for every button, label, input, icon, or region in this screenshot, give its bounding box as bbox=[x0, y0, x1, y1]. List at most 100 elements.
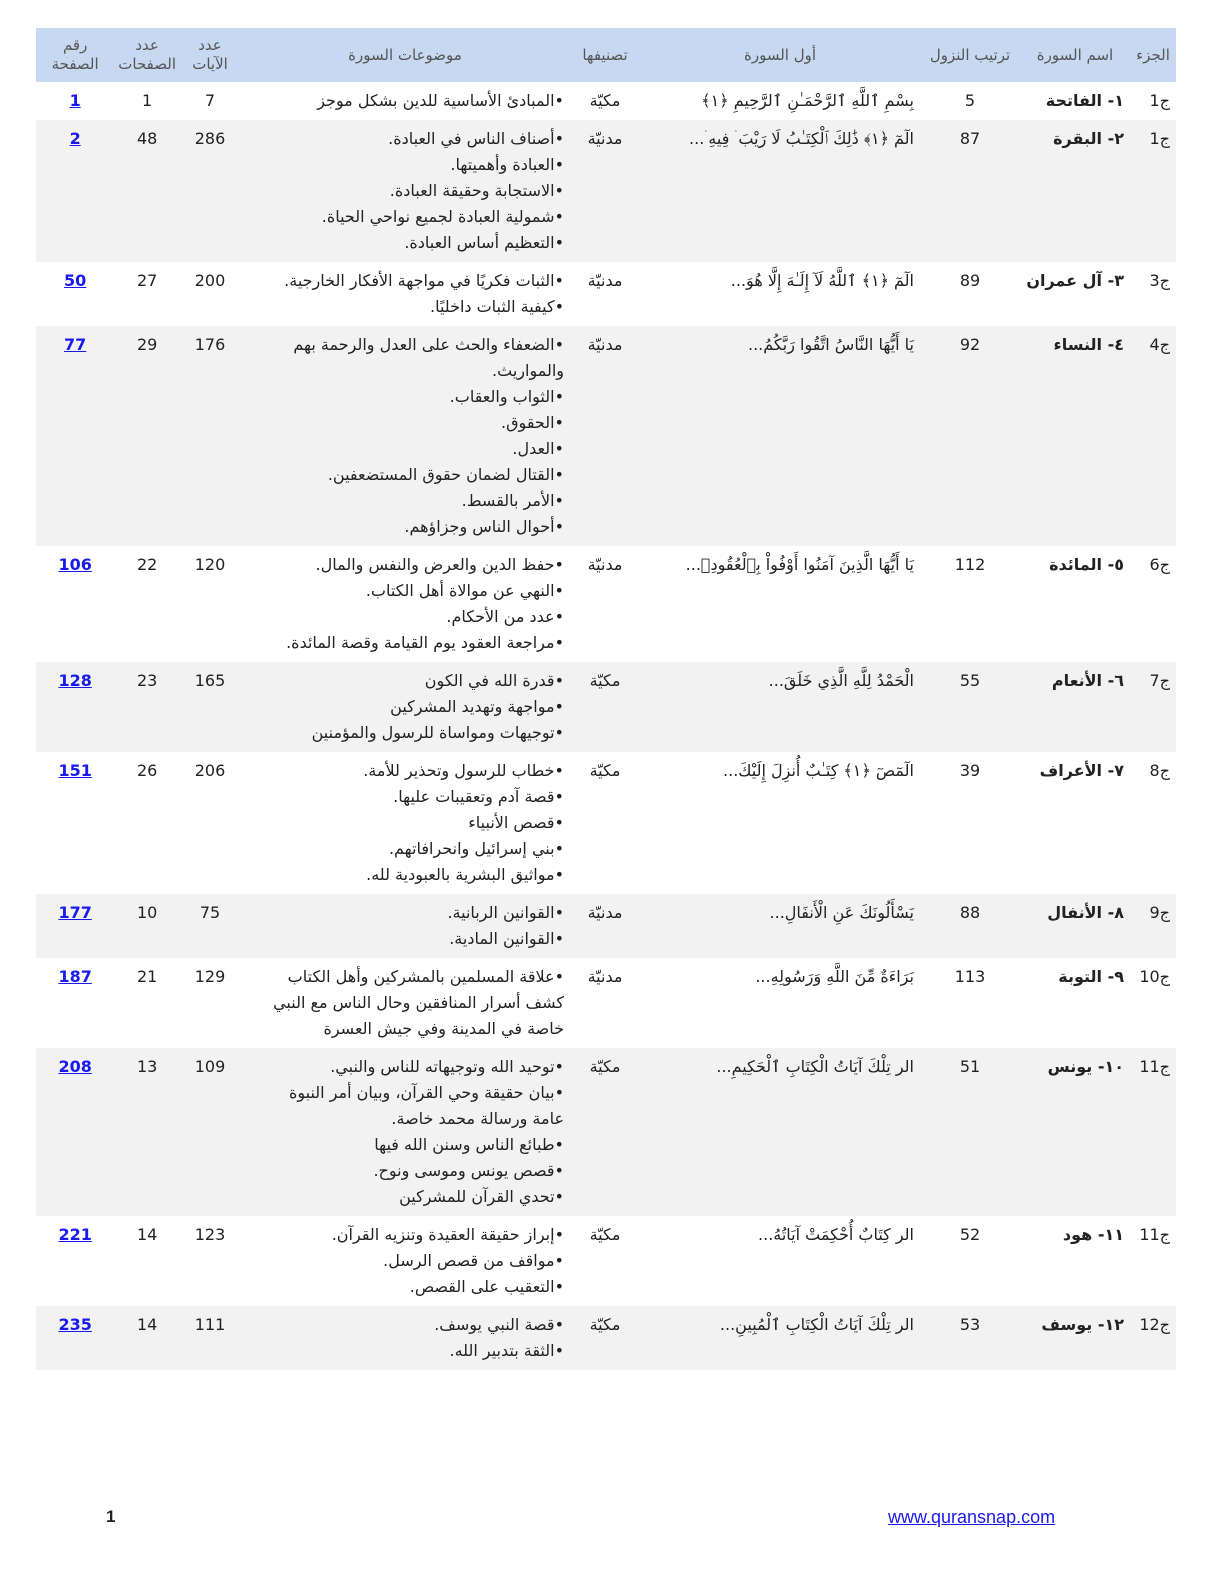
header-order: ترتيب النزول bbox=[920, 28, 1020, 82]
cell-name: ١٠- يونس bbox=[1020, 1048, 1130, 1216]
cell-topics: •علاقة المسلمين بالمشركين وأهل الكتاب كشف… bbox=[240, 958, 570, 1048]
topic-item: •إبراز حقيقة العقيدة وتنزيه القرآن. bbox=[331, 1225, 564, 1244]
topic-item: •علاقة المسلمين بالمشركين وأهل الكتاب bbox=[287, 967, 564, 986]
topic-item: •قصص يونس وموسى ونوح. bbox=[373, 1161, 564, 1180]
cell-name: ٨- الأنفال bbox=[1020, 894, 1130, 958]
cell-juz: ج7 bbox=[1130, 662, 1176, 752]
surah-table: الجزء اسم السورة ترتيب النزول أول السورة… bbox=[36, 28, 1176, 1370]
footer-page-number: 1 bbox=[106, 1507, 116, 1526]
cell-order: 113 bbox=[954, 967, 986, 986]
page-link[interactable]: 177 bbox=[58, 903, 92, 922]
cell-first: يَسْأَلُونَكَ عَنِ الْأَنفَالِ... bbox=[640, 894, 920, 958]
topic-item: •توحيد الله وتوجيهاته للناس والنبي. bbox=[330, 1057, 564, 1076]
cell-name: ١- الفاتحة bbox=[1045, 91, 1124, 110]
topic-item: •خطاب للرسول وتحذير للأمة. bbox=[363, 761, 564, 780]
header-pages: عدد الصفحات bbox=[114, 28, 180, 82]
cell-name: ١١- هود bbox=[1062, 1225, 1124, 1244]
cell-topics: •قدرة الله في الكون •مواجهة وتهديد المشرك… bbox=[240, 662, 570, 752]
table-row: ج11 ١٠- يونس 51 الر تِلْكَ آيَاتُ الْكِتَاب… bbox=[36, 1048, 1176, 1216]
cell-ayat: 206 bbox=[194, 761, 226, 780]
topic-item: •قصص الأنبياء bbox=[468, 813, 564, 832]
cell-page: 177 bbox=[36, 894, 115, 958]
header-topics: موضوعات السورة bbox=[240, 28, 570, 82]
topic-item: •قصة آدم وتعقيبات عليها. bbox=[393, 787, 564, 806]
cell-topics: •خطاب للرسول وتحذير للأمة. •قصة آدم وتعقي… bbox=[240, 752, 570, 894]
cell-classification: مدنيّة bbox=[587, 271, 623, 290]
cell-topics: •أصناف الناس في العبادة. •العبادة وأهميته… bbox=[240, 120, 570, 262]
cell-pages: 13 bbox=[114, 1048, 180, 1216]
topic-item: •العبادة وأهميتها. bbox=[450, 155, 564, 174]
cell-classification: مكيّة bbox=[589, 761, 621, 780]
topic-item: عامة ورسالة محمد خاصة. bbox=[391, 1109, 564, 1128]
cell-juz: ج3 bbox=[1149, 271, 1170, 290]
cell-order: 89 bbox=[959, 271, 981, 290]
topic-item: •مواثيق البشرية بالعبودية لله. bbox=[366, 865, 564, 884]
page-link[interactable]: 2 bbox=[69, 129, 81, 148]
topic-item: •المبادئ الأساسية للدين بشكل موجز bbox=[317, 91, 564, 110]
cell-name: ٦- الأنعام bbox=[1020, 662, 1130, 752]
cell-page: 50 bbox=[36, 262, 114, 326]
table-row: ج4 ٤- النساء 92 يَا أَيُّهَا النَّاسُ اتَّق… bbox=[36, 326, 1176, 546]
website-link[interactable]: www.quransnap.com bbox=[888, 1507, 1056, 1527]
cell-ayat: 111 bbox=[180, 1306, 240, 1370]
page-link[interactable]: 235 bbox=[58, 1315, 92, 1334]
cell-ayat: 200 bbox=[194, 271, 226, 290]
cell-order: 51 bbox=[920, 1048, 1020, 1216]
topic-item: •تحدي القرآن للمشركين bbox=[399, 1187, 564, 1206]
topic-item: •القتال لضمان حقوق المستضعفين. bbox=[327, 465, 564, 484]
topic-item: •القوانين المادية. bbox=[449, 929, 564, 948]
cell-topics: •القوانين الربانية. •القوانين المادية. bbox=[240, 894, 570, 958]
page-link[interactable]: 187 bbox=[58, 967, 92, 986]
page-link[interactable]: 77 bbox=[64, 335, 87, 354]
cell-ayat: 120 bbox=[194, 555, 226, 574]
cell-ayat: 109 bbox=[180, 1048, 240, 1216]
topic-item: •مراجعة العقود يوم القيامة وقصة المائدة. bbox=[286, 633, 564, 652]
topic-item: خاصة في المدينة وفي جيش العسرة bbox=[323, 1019, 564, 1038]
page-link[interactable]: 128 bbox=[58, 671, 92, 690]
table-header-row: الجزء اسم السورة ترتيب النزول أول السورة… bbox=[36, 28, 1176, 82]
cell-topics: •الضعفاء والحث على العدل والرحمة بهم وال… bbox=[240, 326, 570, 546]
cell-first: يَا أَيُّهَا النَّاسُ اتَّقُوا رَبَّكُمُ… bbox=[640, 326, 920, 546]
cell-order: 39 bbox=[959, 761, 981, 780]
cell-page: 235 bbox=[36, 1306, 115, 1370]
cell-name: ٤- النساء bbox=[1020, 326, 1130, 546]
cell-juz: ج6 bbox=[1149, 555, 1170, 574]
cell-page: 128 bbox=[36, 662, 115, 752]
cell-classification: مدنيّة bbox=[587, 555, 623, 574]
cell-ayat: 286 bbox=[180, 120, 240, 262]
cell-name: ٧- الأعراف bbox=[1039, 761, 1124, 780]
cell-classification: مدنيّة bbox=[570, 120, 640, 262]
topic-item: •التعظيم أساس العبادة. bbox=[404, 233, 564, 252]
cell-ayat: 176 bbox=[180, 326, 240, 546]
cell-topics: •إبراز حقيقة العقيدة وتنزيه القرآن. •مواق… bbox=[240, 1216, 570, 1306]
topic-item: •كيفية الثبات داخليًا. bbox=[429, 297, 564, 316]
cell-page: 208 bbox=[36, 1048, 115, 1216]
cell-classification: مكيّة bbox=[589, 1225, 621, 1244]
page-link[interactable]: 208 bbox=[58, 1057, 92, 1076]
cell-first: يَا أَيُّهَا الَّذِينَ آمَنُوا أَوْفُواْ… bbox=[685, 555, 914, 574]
cell-first: الٓمٓصٓ ﴿١﴾ كِتَـٰبٌ أُنزِلَ إِلَيْكَ... bbox=[723, 761, 914, 780]
table-row: ج1 ٢- البقرة 87 الٓمٓ ﴿١﴾ ذَٰلِكَ ٱلْكِتَـٰ… bbox=[36, 120, 1176, 262]
cell-classification: مكيّة bbox=[570, 1048, 640, 1216]
topic-item: •أصناف الناس في العبادة. bbox=[388, 129, 564, 148]
header-name: اسم السورة bbox=[1020, 28, 1130, 82]
cell-first: الر كِتَابٌ أُحْكِمَتْ آيَاتُهُ... bbox=[758, 1225, 914, 1244]
topic-item: •طبائع الناس وسنن الله فيها bbox=[374, 1135, 564, 1154]
cell-pages: 23 bbox=[114, 662, 180, 752]
cell-order: 92 bbox=[920, 326, 1020, 546]
cell-pages: 22 bbox=[136, 555, 158, 574]
topic-item: •أحوال الناس وجزاؤهم. bbox=[404, 517, 564, 536]
cell-ayat: 7 bbox=[204, 91, 216, 110]
cell-pages: 14 bbox=[136, 1225, 158, 1244]
topic-item: •التعقيب على القصص. bbox=[409, 1277, 564, 1296]
cell-page: 221 bbox=[36, 1216, 114, 1306]
cell-name: ٢- البقرة bbox=[1020, 120, 1130, 262]
page-link[interactable]: 1 bbox=[69, 91, 81, 110]
cell-ayat: 123 bbox=[194, 1225, 226, 1244]
page-link[interactable]: 106 bbox=[58, 555, 92, 574]
page-link[interactable]: 151 bbox=[58, 761, 92, 780]
cell-order: 55 bbox=[920, 662, 1020, 752]
page-link[interactable]: 50 bbox=[64, 271, 87, 290]
page-link[interactable]: 221 bbox=[58, 1225, 92, 1244]
topic-item: •مواقف من قصص الرسل. bbox=[383, 1251, 564, 1270]
